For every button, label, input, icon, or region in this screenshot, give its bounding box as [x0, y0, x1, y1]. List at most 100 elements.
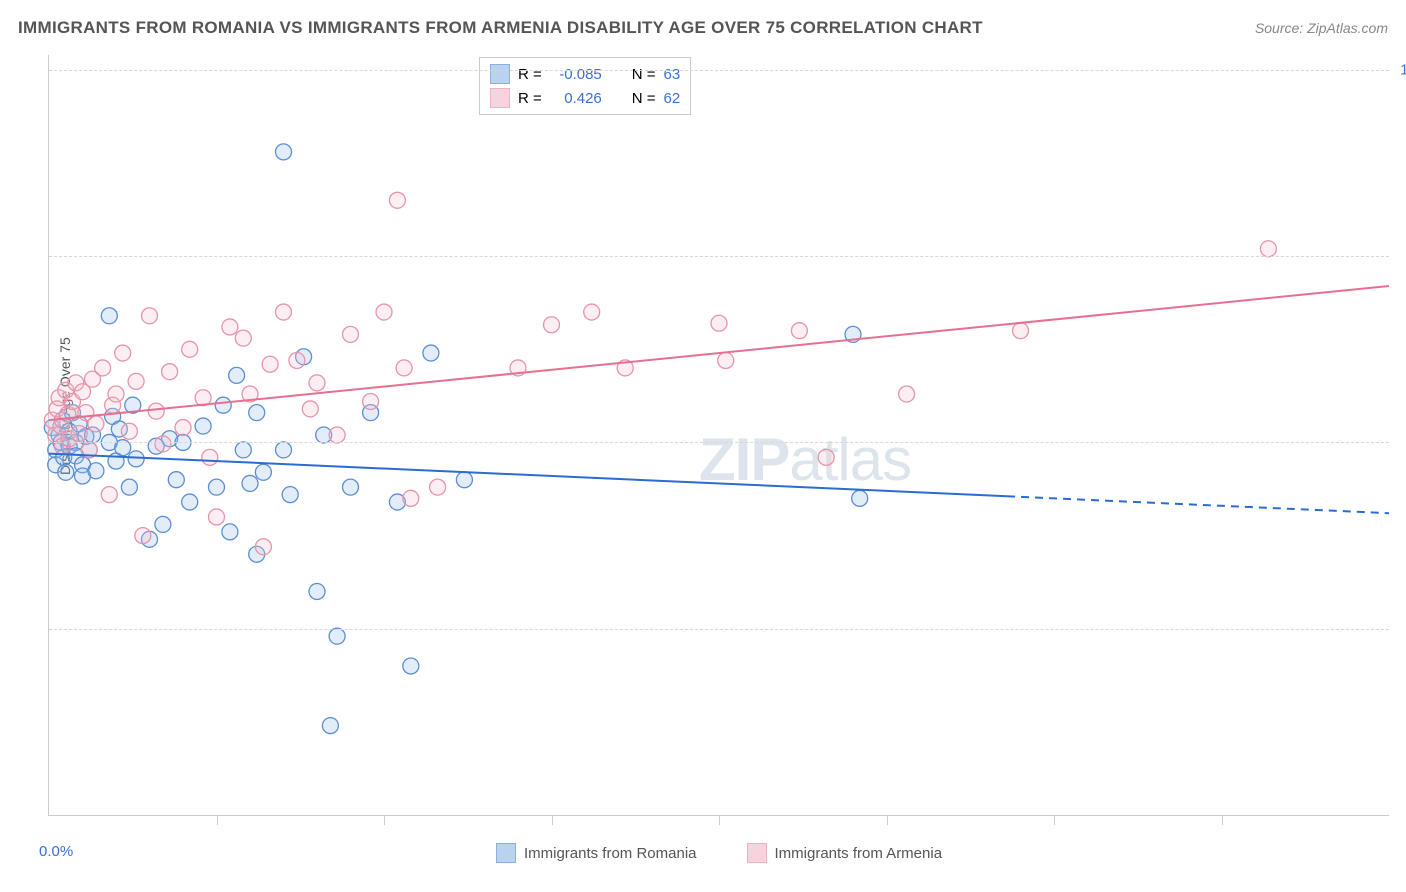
y-tick-label: 100.0% — [1400, 61, 1406, 78]
data-point — [276, 442, 292, 458]
data-point — [430, 479, 446, 495]
data-point — [255, 464, 271, 480]
x-tick — [1054, 815, 1055, 825]
data-point — [162, 364, 178, 380]
data-point — [343, 479, 359, 495]
data-point — [718, 352, 734, 368]
data-point — [229, 367, 245, 383]
data-point — [58, 464, 74, 480]
data-point — [209, 509, 225, 525]
data-point — [182, 341, 198, 357]
trend-line — [49, 454, 1007, 497]
data-point — [456, 472, 472, 488]
legend-row-armenia: R = 0.426 N = 62 — [490, 86, 680, 110]
data-point — [88, 416, 104, 432]
data-point — [182, 494, 198, 510]
data-point — [255, 539, 271, 555]
data-point — [142, 308, 158, 324]
legend-bottom-romania: Immigrants from Romania — [496, 843, 697, 863]
data-point — [128, 373, 144, 389]
trend-line — [49, 286, 1389, 420]
legend-n-value-armenia: 62 — [664, 90, 681, 107]
legend-bottom-label-armenia: Immigrants from Armenia — [775, 845, 943, 862]
legend-r-value-romania: -0.085 — [550, 66, 602, 83]
data-point — [329, 628, 345, 644]
swatch-armenia — [490, 88, 510, 108]
x-tick — [719, 815, 720, 825]
data-point — [309, 583, 325, 599]
data-point — [88, 463, 104, 479]
gridline — [49, 442, 1389, 443]
legend-n-value-romania: 63 — [664, 66, 681, 83]
data-point — [121, 479, 137, 495]
data-point — [101, 308, 117, 324]
x-tick — [1222, 815, 1223, 825]
data-point — [584, 304, 600, 320]
source-label: Source: ZipAtlas.com — [1255, 20, 1388, 36]
legend-r-label: R = — [518, 90, 542, 107]
data-point — [376, 304, 392, 320]
data-point — [71, 426, 87, 442]
data-point — [235, 442, 251, 458]
data-point — [155, 436, 171, 452]
data-point — [276, 144, 292, 160]
swatch-armenia-bottom — [747, 843, 767, 863]
legend-bottom-armenia: Immigrants from Armenia — [747, 843, 943, 863]
data-point — [202, 449, 218, 465]
data-point — [899, 386, 915, 402]
gridline — [49, 70, 1389, 71]
x-tick — [887, 815, 888, 825]
data-point — [403, 490, 419, 506]
swatch-romania — [490, 64, 510, 84]
data-point — [262, 356, 278, 372]
trend-line-dashed — [1007, 496, 1389, 513]
chart-area: Disability Age Over 75 ZIPatlas R = -0.0… — [48, 55, 1389, 816]
data-point — [168, 472, 184, 488]
legend-row-romania: R = -0.085 N = 63 — [490, 62, 680, 86]
x-tick — [384, 815, 385, 825]
swatch-romania-bottom — [496, 843, 516, 863]
data-point — [544, 317, 560, 333]
data-point — [135, 528, 151, 544]
data-point — [818, 449, 834, 465]
data-point — [148, 403, 164, 419]
data-point — [329, 427, 345, 443]
gridline — [49, 629, 1389, 630]
data-point — [396, 360, 412, 376]
data-point — [175, 420, 191, 436]
gridline — [49, 256, 1389, 257]
data-point — [222, 319, 238, 335]
data-point — [235, 330, 251, 346]
data-point — [389, 192, 405, 208]
legend-top: R = -0.085 N = 63 R = 0.426 N = 62 — [479, 57, 691, 115]
legend-n-label: N = — [632, 66, 656, 83]
data-point — [121, 423, 137, 439]
chart-title: IMMIGRANTS FROM ROMANIA VS IMMIGRANTS FR… — [18, 18, 983, 38]
data-point — [309, 375, 325, 391]
legend-n-label: N = — [632, 90, 656, 107]
x-tick — [552, 815, 553, 825]
data-point — [289, 352, 305, 368]
legend-bottom: Immigrants from Romania Immigrants from … — [49, 843, 1389, 863]
data-point — [1260, 241, 1276, 257]
data-point — [403, 658, 419, 674]
legend-r-value-armenia: 0.426 — [550, 90, 602, 107]
legend-bottom-label-romania: Immigrants from Romania — [524, 845, 697, 862]
data-point — [108, 386, 124, 402]
data-point — [128, 451, 144, 467]
plot-svg — [49, 55, 1389, 815]
x-tick — [217, 815, 218, 825]
data-point — [423, 345, 439, 361]
data-point — [791, 323, 807, 339]
data-point — [276, 304, 292, 320]
data-point — [115, 345, 131, 361]
data-point — [222, 524, 238, 540]
data-point — [302, 401, 318, 417]
data-point — [711, 315, 727, 331]
data-point — [852, 490, 868, 506]
data-point — [343, 326, 359, 342]
data-point — [209, 479, 225, 495]
data-point — [282, 487, 298, 503]
data-point — [195, 418, 211, 434]
data-point — [363, 393, 379, 409]
